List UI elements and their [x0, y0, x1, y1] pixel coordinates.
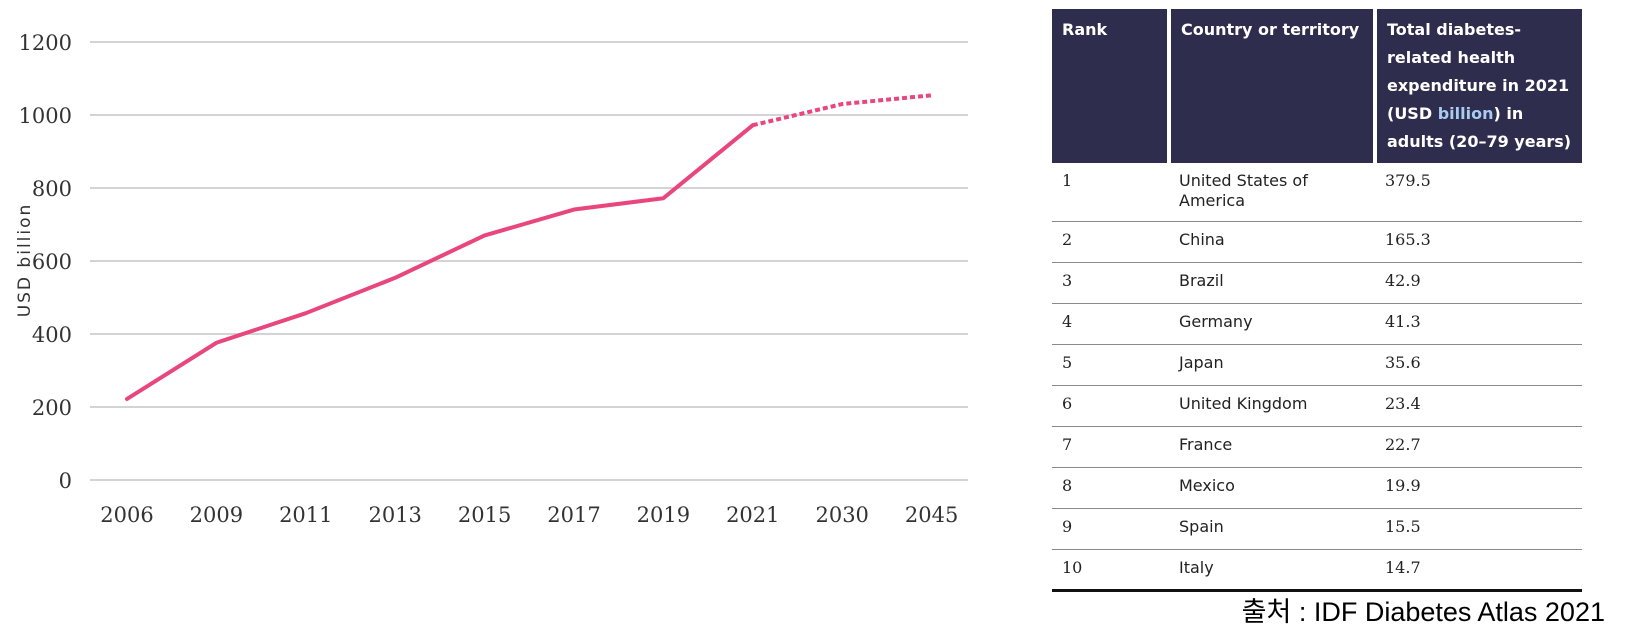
header-expenditure-text-2: ) in adults (20–79 years)	[1387, 104, 1572, 151]
x-tick-label: 2015	[458, 503, 511, 527]
table-row: 2 China 165.3	[1052, 221, 1582, 263]
x-tick-label: 2045	[905, 503, 958, 527]
x-tick-label: 2030	[815, 503, 868, 527]
table-body: 1 United States of America 379.5 2 China 165.…	[1052, 163, 1582, 592]
y-tick-label: 400	[32, 323, 72, 347]
table-row: 1 United States of America 379.5	[1052, 163, 1582, 222]
cell-rank: 2	[1052, 221, 1169, 263]
cell-country: United Kingdom	[1169, 385, 1375, 427]
y-axis-ticks: 0 200 400 600 800 1000 1200	[19, 31, 72, 493]
cell-value: 41.3	[1375, 303, 1582, 345]
cell-value: 23.4	[1375, 385, 1582, 427]
cell-rank: 6	[1052, 385, 1169, 427]
y-tick-label: 0	[59, 469, 72, 493]
x-tick-label: 2006	[100, 503, 153, 527]
table-row: 8 Mexico 19.9	[1052, 467, 1582, 509]
x-tick-label: 2019	[637, 503, 690, 527]
projection-line	[752, 93, 932, 128]
cell-value: 19.9	[1375, 467, 1582, 509]
cell-rank: 5	[1052, 344, 1169, 386]
chart-series	[125, 93, 932, 401]
cell-rank: 7	[1052, 426, 1169, 468]
x-tick-label: 2013	[368, 503, 421, 527]
cell-value: 165.3	[1375, 221, 1582, 263]
cell-rank: 3	[1052, 262, 1169, 304]
chart-gridlines	[90, 41, 968, 481]
cell-country: Mexico	[1169, 467, 1375, 509]
table-row: 10 Italy 14.7	[1052, 549, 1582, 592]
cell-rank: 8	[1052, 467, 1169, 509]
cell-country: United States of America	[1169, 163, 1375, 222]
cell-value: 22.7	[1375, 426, 1582, 468]
source-citation: 출처 : IDF Diabetes Atlas 2021	[1241, 597, 1605, 627]
table-row: 5 Japan 35.6	[1052, 344, 1582, 386]
table-header-row: Rank Country or territory Total diabetes…	[1052, 9, 1582, 163]
header-expenditure-highlight: billion	[1437, 104, 1494, 123]
cell-value: 379.5	[1375, 163, 1582, 222]
expenditure-table: Rank Country or territory Total diabetes…	[1052, 9, 1582, 592]
y-tick-label: 600	[32, 250, 72, 274]
cell-value: 14.7	[1375, 549, 1582, 592]
table-row: 6 United Kingdom 23.4	[1052, 385, 1582, 427]
cell-value: 42.9	[1375, 262, 1582, 304]
cell-value: 35.6	[1375, 344, 1582, 386]
cell-rank: 1	[1052, 163, 1169, 222]
header-expenditure: Total diabetes-related health expenditur…	[1375, 9, 1582, 163]
header-country: Country or territory	[1167, 9, 1377, 163]
cell-country: Spain	[1169, 508, 1375, 550]
cell-country: Germany	[1169, 303, 1375, 345]
y-tick-label: 1000	[19, 104, 72, 128]
cell-country: France	[1169, 426, 1375, 468]
y-axis-label: USD billion	[15, 203, 35, 318]
table-row: 3 Brazil 42.9	[1052, 262, 1582, 304]
cell-country: Brazil	[1169, 262, 1375, 304]
y-tick-label: 800	[32, 177, 72, 201]
header-rank: Rank	[1052, 9, 1169, 163]
x-tick-label: 2021	[726, 503, 779, 527]
x-tick-label: 2009	[190, 503, 243, 527]
cell-value: 15.5	[1375, 508, 1582, 550]
y-tick-label: 200	[32, 396, 72, 420]
table-row: 9 Spain 15.5	[1052, 508, 1582, 550]
x-axis-ticks: 2006 2009 2011 2013 2015 2017 2019 2021 2030 2045	[100, 503, 958, 527]
expenditure-line	[125, 123, 755, 401]
table-row: 4 Germany 41.3	[1052, 303, 1582, 345]
cell-country: Japan	[1169, 344, 1375, 386]
y-tick-label: 1200	[19, 31, 72, 55]
x-tick-label: 2011	[279, 503, 332, 527]
table-row: 7 France 22.7	[1052, 426, 1582, 468]
header-expenditure-text-1: Total diabetes-related health expenditur…	[1387, 20, 1570, 123]
cell-country: Italy	[1169, 549, 1375, 592]
cell-country: China	[1169, 221, 1375, 263]
cell-rank: 9	[1052, 508, 1169, 550]
cell-rank: 10	[1052, 549, 1169, 592]
cell-rank: 4	[1052, 303, 1169, 345]
x-tick-label: 2017	[547, 503, 600, 527]
